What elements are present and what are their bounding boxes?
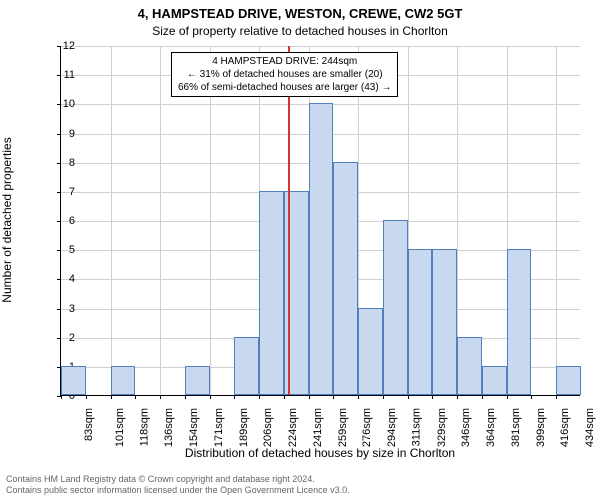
x-tick-label: 311sqm <box>410 408 422 446</box>
bar <box>111 366 136 395</box>
x-tick-label: 241sqm <box>312 408 324 447</box>
x-tick-mark <box>284 395 285 399</box>
x-axis-label: Distribution of detached houses by size … <box>60 446 580 460</box>
x-tick-mark <box>556 395 557 399</box>
x-tick-label: 416sqm <box>560 408 572 447</box>
x-tick-mark <box>185 395 186 399</box>
footer: Contains HM Land Registry data © Crown c… <box>6 474 350 497</box>
bar <box>61 366 86 395</box>
x-tick-mark <box>210 395 211 399</box>
x-tick-mark <box>457 395 458 399</box>
y-tick-label: 11 <box>45 69 75 81</box>
bar <box>482 366 507 395</box>
x-tick-label: 136sqm <box>163 408 175 447</box>
x-tick-mark <box>408 395 409 399</box>
x-tick-label: 83sqm <box>83 408 95 441</box>
bar <box>185 366 210 395</box>
chart-container: 4, HAMPSTEAD DRIVE, WESTON, CREWE, CW2 5… <box>0 0 600 500</box>
page-title-line1: 4, HAMPSTEAD DRIVE, WESTON, CREWE, CW2 5… <box>0 6 600 21</box>
marker-line <box>288 46 290 395</box>
y-tick-label: 5 <box>45 244 75 256</box>
x-tick-label: 364sqm <box>485 408 497 447</box>
x-tick-mark <box>358 395 359 399</box>
x-tick-mark <box>111 395 112 399</box>
x-tick-label: 171sqm <box>213 408 225 447</box>
annotation-line2: ← 31% of detached houses are smaller (20… <box>178 68 391 81</box>
y-axis-label: Number of detached properties <box>0 137 14 302</box>
y-tick-label: 6 <box>45 215 75 227</box>
y-tick-label: 9 <box>45 128 75 140</box>
x-tick-label: 434sqm <box>584 408 596 447</box>
bar <box>507 249 532 395</box>
y-tick-label: 3 <box>45 303 75 315</box>
x-tick-mark <box>507 395 508 399</box>
bar <box>259 191 284 395</box>
annotation-box: 4 HAMPSTEAD DRIVE: 244sqm ← 31% of detac… <box>171 52 398 97</box>
footer-line1: Contains HM Land Registry data © Crown c… <box>6 474 350 485</box>
bar <box>358 308 383 396</box>
gridline-v <box>556 46 557 395</box>
bar <box>333 162 358 395</box>
bar <box>432 249 457 395</box>
plot-area: 4 HAMPSTEAD DRIVE: 244sqm ← 31% of detac… <box>60 46 580 396</box>
x-tick-mark <box>86 395 87 399</box>
y-tick-label: 12 <box>45 40 75 52</box>
x-tick-mark <box>383 395 384 399</box>
gridline-v <box>111 46 112 395</box>
x-tick-label: 118sqm <box>138 408 150 446</box>
x-tick-mark <box>482 395 483 399</box>
y-tick-label: 4 <box>45 273 75 285</box>
bar <box>309 103 334 395</box>
x-tick-mark <box>234 395 235 399</box>
x-tick-mark <box>259 395 260 399</box>
x-tick-label: 154sqm <box>188 408 200 447</box>
bar <box>234 337 259 395</box>
y-tick-label: 7 <box>45 186 75 198</box>
bar <box>457 337 482 395</box>
x-tick-mark <box>309 395 310 399</box>
y-tick-label: 8 <box>45 157 75 169</box>
gridline-v <box>160 46 161 395</box>
annotation-line1: 4 HAMPSTEAD DRIVE: 244sqm <box>178 55 391 68</box>
x-tick-mark <box>432 395 433 399</box>
annotation-line3: 66% of semi-detached houses are larger (… <box>178 81 391 94</box>
x-tick-mark <box>135 395 136 399</box>
footer-line2: Contains public sector information licen… <box>6 485 350 496</box>
x-tick-label: 399sqm <box>535 408 547 447</box>
x-tick-label: 101sqm <box>114 408 126 447</box>
bar <box>408 249 433 395</box>
x-tick-label: 276sqm <box>362 408 374 447</box>
gridline-h <box>61 46 580 47</box>
x-tick-label: 259sqm <box>337 408 349 447</box>
page-title-line2: Size of property relative to detached ho… <box>0 24 600 38</box>
x-tick-mark <box>160 395 161 399</box>
bar <box>556 366 581 395</box>
x-tick-label: 329sqm <box>436 408 448 447</box>
y-tick-label: 2 <box>45 332 75 344</box>
x-tick-mark <box>333 395 334 399</box>
y-tick-label: 10 <box>45 98 75 110</box>
x-tick-mark <box>531 395 532 399</box>
x-tick-label: 294sqm <box>386 408 398 447</box>
x-tick-label: 189sqm <box>238 408 250 447</box>
x-tick-label: 346sqm <box>461 408 473 447</box>
gridline-v <box>210 46 211 395</box>
x-tick-label: 381sqm <box>510 408 522 447</box>
bar <box>383 220 408 395</box>
x-tick-label: 224sqm <box>287 408 299 447</box>
x-tick-label: 206sqm <box>262 408 274 447</box>
